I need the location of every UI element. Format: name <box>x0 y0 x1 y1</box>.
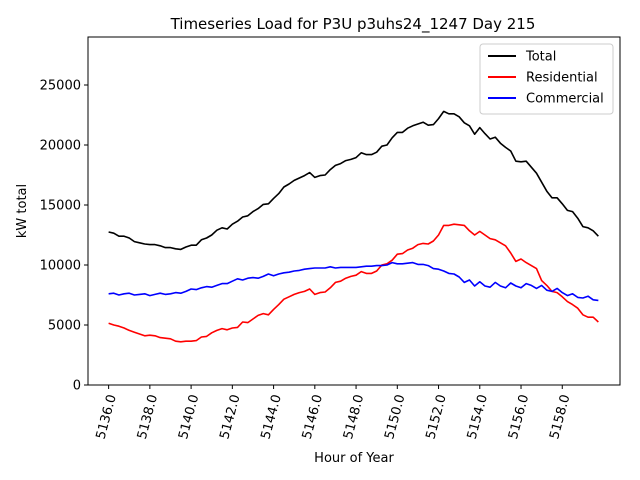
series-line-total <box>108 110 599 251</box>
x-tick-label: 5148.0 <box>341 393 367 441</box>
x-tick-label: 5152.0 <box>424 393 450 441</box>
x-axis-label: Hour of Year <box>314 451 394 466</box>
y-axis-label: kW total <box>15 184 30 238</box>
x-tick-label: 5156.0 <box>506 393 532 441</box>
chart-title: Timeseries Load for P3U p3uhs24_1247 Day… <box>170 15 536 34</box>
series-line-commercial <box>108 261 599 302</box>
series-line-residential <box>108 223 599 343</box>
legend-label-total: Total <box>525 50 556 65</box>
y-tick-label: 10000 <box>40 259 81 274</box>
y-tick-label: 15000 <box>40 199 81 214</box>
plot-frame <box>87 36 621 386</box>
legend-label-residential: Residential <box>526 71 598 86</box>
y-tick-label: 0 <box>73 379 81 394</box>
x-tick-label: 5150.0 <box>382 393 408 441</box>
legend: Total Residential Commercial <box>479 43 614 115</box>
x-tick-label: 5142.0 <box>217 393 243 441</box>
x-tick-label: 5144.0 <box>259 393 285 441</box>
x-tick-label: 5158.0 <box>547 393 573 441</box>
legend-box <box>479 43 614 115</box>
x-tick-label: 5154.0 <box>465 393 491 441</box>
x-tick-label: 5146.0 <box>300 393 326 441</box>
y-tick-label: 5000 <box>48 319 81 334</box>
legend-label-commercial: Commercial <box>526 92 604 107</box>
x-tick-label: 5140.0 <box>176 393 202 441</box>
x-axis: 5136.0 5138.0 5140.0 5142.0 5144.0 5146.0 5148… <box>94 385 574 441</box>
x-tick-label: 5138.0 <box>135 393 161 441</box>
y-axis: 0 5000 10000 15000 20000 25000 <box>40 79 88 394</box>
y-tick-label: 20000 <box>40 139 81 154</box>
x-tick-label: 5136.0 <box>94 393 120 441</box>
y-tick-label: 25000 <box>40 79 81 94</box>
series-layer <box>108 110 599 343</box>
